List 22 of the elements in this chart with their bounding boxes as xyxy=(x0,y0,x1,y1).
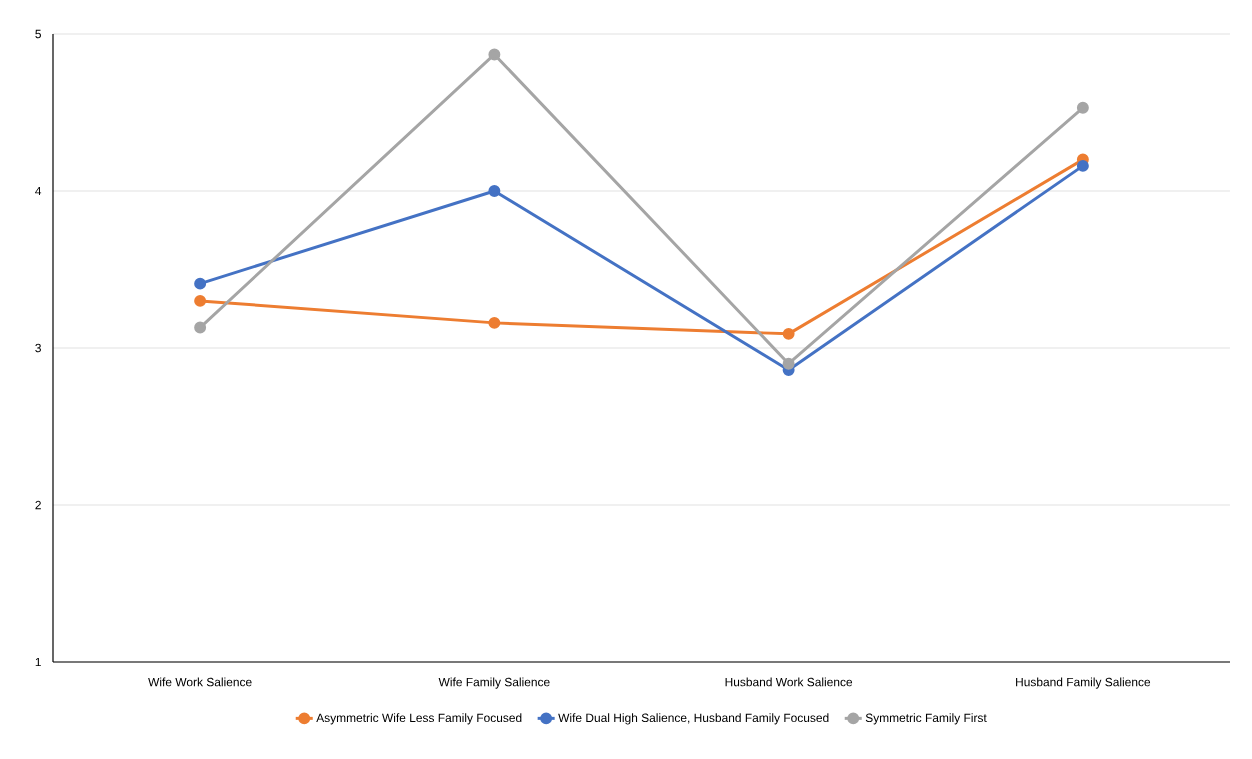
point xyxy=(782,357,795,370)
point xyxy=(194,294,207,307)
legend-label: Asymmetric Wife Less Family Focused xyxy=(316,713,522,725)
x-tick-label: Husband Work Salience xyxy=(725,677,853,687)
point xyxy=(194,321,207,334)
point xyxy=(488,48,501,61)
x-tick-label: Husband Family Salience xyxy=(1016,677,1151,689)
point xyxy=(194,277,207,290)
y-tick-label: 1 xyxy=(35,657,41,667)
point xyxy=(782,327,795,340)
y-tick-label: 3 xyxy=(35,343,41,353)
y-tick-label: 5 xyxy=(35,29,41,39)
x-tick-label: Wife Work Salience xyxy=(148,677,252,687)
legend-label: Symmetric Family First xyxy=(865,713,987,725)
point xyxy=(1076,101,1089,114)
y-tick-label: 2 xyxy=(35,500,41,510)
legend-label: Wife Dual High Salience, Husband Family Focused xyxy=(558,713,829,725)
x-tick-label: Wife Family Salience xyxy=(438,677,550,689)
point xyxy=(488,316,501,329)
y-tick-label: 4 xyxy=(35,186,42,196)
point xyxy=(488,185,501,197)
point xyxy=(1076,159,1089,172)
